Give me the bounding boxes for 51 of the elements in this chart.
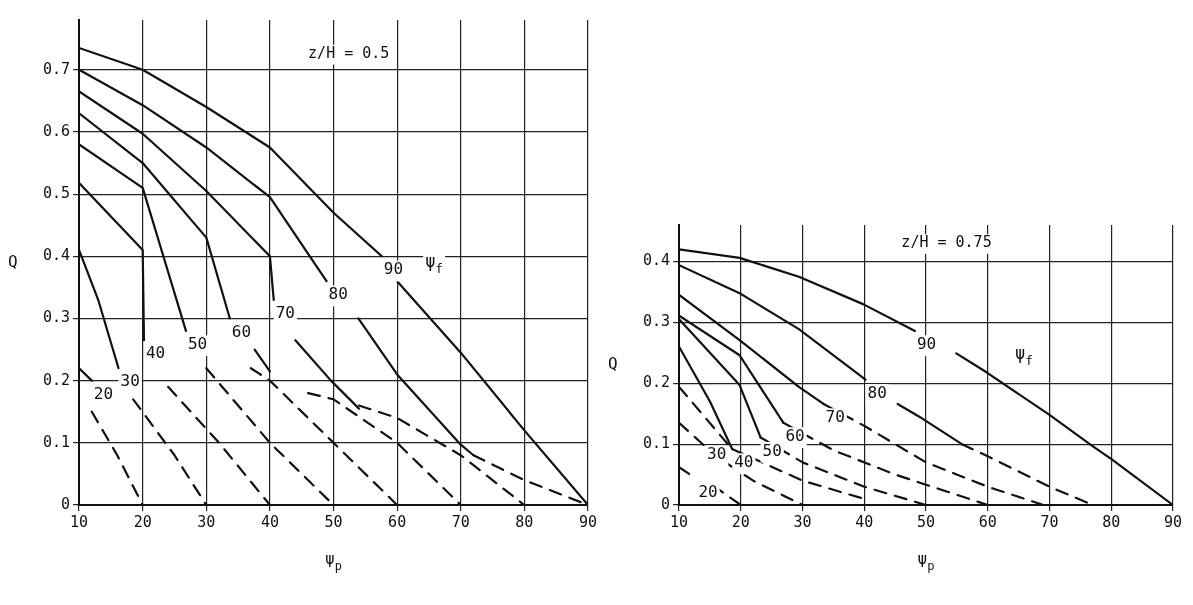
series-label: 50 (187, 334, 208, 354)
series-label: 90 (383, 259, 404, 279)
series-label: 60 (785, 425, 805, 445)
y-axis-title: Q (8, 251, 18, 271)
y-tick-label: 0.3 (43, 308, 71, 327)
y-tick-label: 0.6 (43, 121, 71, 140)
x-tick-label: 80 (1102, 512, 1121, 531)
series-label: 20 (93, 383, 114, 403)
y-tick-label: 0.5 (43, 183, 71, 202)
series-label: 40 (734, 452, 754, 472)
x-tick-label: 90 (1163, 512, 1183, 531)
y-tick-label: 0 (661, 494, 671, 513)
x-tick-label: 10 (70, 512, 89, 531)
x-tick-label: 50 (917, 512, 936, 531)
x-tick-label: 30 (197, 512, 216, 531)
y-tick-label: 0.2 (43, 370, 71, 389)
y-tick-label: 0.1 (43, 432, 71, 451)
x-tick-label: 60 (388, 512, 407, 531)
series-label: 40 (145, 343, 166, 363)
y-tick-label: 0.4 (43, 246, 71, 265)
x-tick-label: 60 (978, 512, 997, 531)
y-tick-label: 0.7 (43, 59, 71, 78)
x-tick-label: 70 (451, 512, 470, 531)
series-label: 70 (275, 302, 295, 322)
x-tick-label: 80 (515, 512, 534, 531)
x-tick-label: 70 (1040, 512, 1059, 531)
series-label: 60 (231, 321, 252, 341)
y-tick-label: 0.4 (643, 251, 671, 270)
x-tick-label: 40 (260, 512, 279, 531)
y-tick-label: 0 (61, 494, 71, 513)
x-tick-label: 10 (670, 512, 689, 531)
x-tick-label: 20 (133, 512, 152, 531)
series-label: 30 (120, 371, 140, 391)
x-tick-label: 40 (855, 512, 874, 531)
y-tick-label: 0.1 (643, 434, 671, 453)
series-label: 20 (698, 481, 718, 501)
series-label: 70 (825, 407, 845, 427)
series-label: 80 (867, 382, 887, 402)
series-label: 80 (328, 284, 348, 304)
y-tick-label: 0.2 (643, 373, 671, 392)
series-label: 30 (707, 444, 727, 464)
annotation: z/H = 0.75 (901, 233, 992, 252)
x-tick-label: 30 (793, 512, 812, 531)
series-label: 50 (762, 440, 782, 460)
series-label: 90 (916, 334, 937, 354)
y-tick-label: 0.3 (643, 312, 671, 331)
x-tick-label: 20 (731, 512, 750, 531)
x-tick-label: 50 (324, 512, 343, 531)
x-tick-label: 90 (578, 512, 597, 531)
annotation: z/H = 0.5 (308, 43, 390, 62)
y-axis-title: Q (608, 354, 618, 374)
